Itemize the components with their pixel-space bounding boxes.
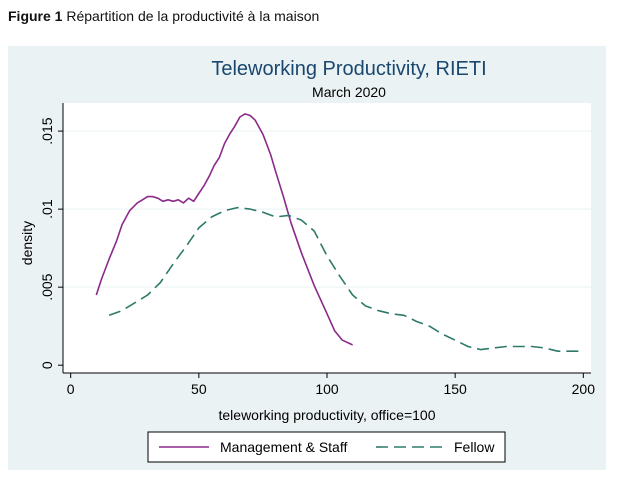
series-line-fellow <box>108 206 584 353</box>
legend-label-management-staff: Management & Staff <box>220 439 347 455</box>
x-tick-label-0: 0 <box>67 381 75 397</box>
y-tick-label-2: .01 <box>39 199 55 219</box>
y-axis-label: density <box>19 221 35 265</box>
chart-title: Teleworking Productivity, RIETI <box>211 58 486 80</box>
figure-number: Figure 1 <box>8 8 63 24</box>
x-tick-label-2: 100 <box>315 381 339 397</box>
figure-caption-text: Répartition de la productivité à la mais… <box>66 8 320 24</box>
legend-box <box>147 431 506 463</box>
chart-subtitle: March 2020 <box>312 84 386 100</box>
y-tick-label-0: 0 <box>39 361 55 369</box>
series-line-management-staff <box>95 113 353 346</box>
y-tick-label-3: .015 <box>39 117 55 144</box>
density-chart: 0 50 100 150 200 0 .005 .01 .015 Teleworking Prod… <box>8 46 606 470</box>
x-axis-label: teleworking productivity, office=100 <box>219 407 436 423</box>
figure-caption: Figure 1 Répartition de la productivité … <box>8 8 319 24</box>
chart-container: 0 50 100 150 200 0 .005 .01 .015 Teleworking Prod… <box>8 46 606 470</box>
x-tick-label-1: 50 <box>191 381 207 397</box>
plot-area-background <box>63 103 591 373</box>
legend-label-fellow: Fellow <box>454 439 495 455</box>
y-tick-label-1: .005 <box>39 273 55 300</box>
x-tick-label-4: 200 <box>572 381 596 397</box>
x-tick-label-3: 150 <box>443 381 467 397</box>
